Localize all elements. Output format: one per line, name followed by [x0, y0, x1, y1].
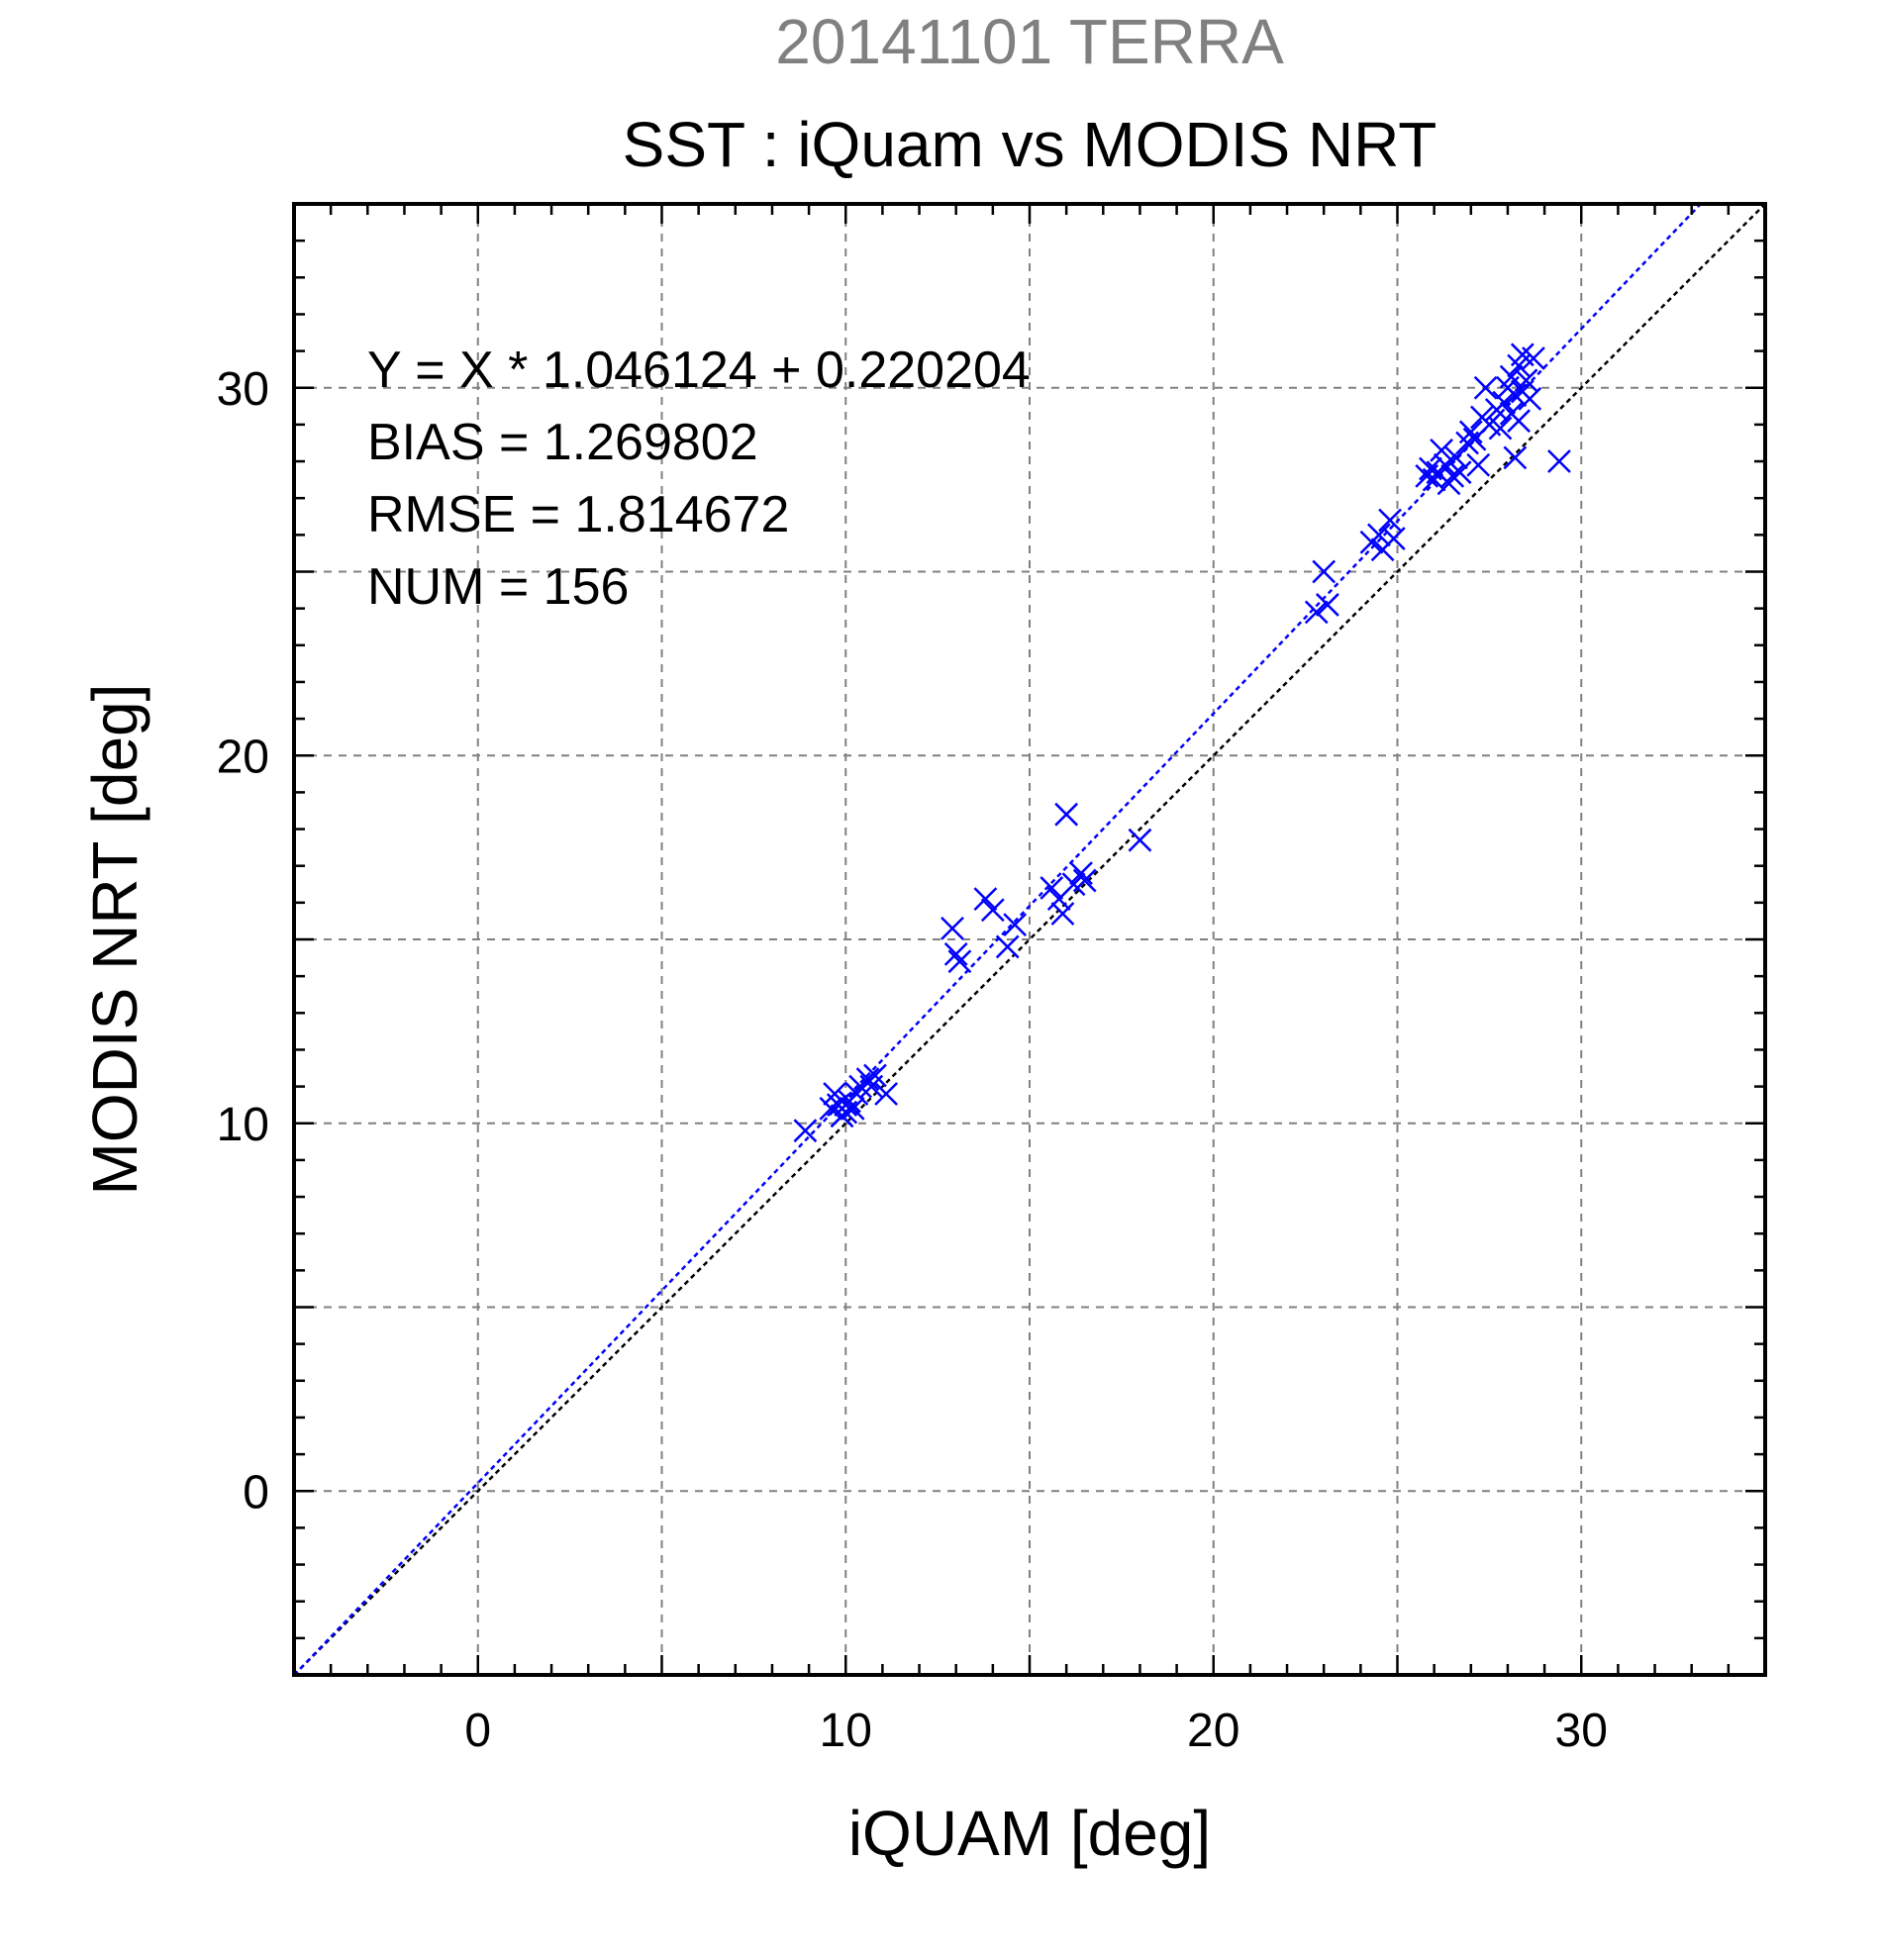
data-point	[1430, 439, 1453, 462]
data-point	[1458, 420, 1483, 444]
stats-line: BIAS = 1.269802	[367, 414, 758, 471]
data-point	[1433, 452, 1457, 477]
x-tick-label: 20	[1187, 1705, 1239, 1757]
data-point	[1367, 523, 1391, 547]
data-point	[819, 1097, 843, 1121]
data-point	[1422, 467, 1446, 492]
data-point	[1473, 375, 1498, 400]
data-point	[947, 949, 972, 974]
data-point	[1444, 445, 1468, 470]
chart-title: SST : iQuam vs MODIS NRT	[623, 109, 1437, 180]
stats-line: NUM = 156	[367, 558, 629, 616]
x-tick-label: 30	[1555, 1705, 1608, 1757]
data-point	[1440, 464, 1465, 488]
chart-supertitle: 20141101 TERRA	[775, 6, 1284, 77]
data-point	[1518, 387, 1542, 411]
data-point	[973, 887, 998, 912]
data-point	[863, 1063, 887, 1088]
data-point	[841, 1097, 865, 1121]
stats-line: Y = X * 1.046124 + 0.220204	[367, 342, 1031, 399]
data-point	[1522, 346, 1545, 370]
data-point	[1072, 868, 1097, 893]
data-point	[1316, 593, 1339, 617]
data-point	[874, 1082, 898, 1106]
data-point	[1514, 368, 1538, 393]
y-tick-label: 0	[243, 1466, 269, 1519]
plot-frame	[292, 202, 1767, 1677]
y-tick-label: 20	[217, 731, 269, 783]
data-point	[943, 941, 968, 966]
data-point	[1050, 902, 1075, 926]
data-point	[1304, 600, 1329, 625]
grid-lines	[294, 204, 1765, 1675]
data-point	[1378, 508, 1402, 533]
data-point	[1488, 416, 1513, 441]
stats-annotation: Y = X * 1.046124 + 0.220204 BIAS = 1.2698…	[367, 342, 1031, 616]
data-point	[1547, 449, 1571, 473]
stats-line: RMSE = 1.814672	[367, 486, 789, 543]
data-point	[1503, 445, 1528, 470]
data-point	[1040, 876, 1064, 900]
data-point	[1054, 802, 1079, 827]
data-point	[1003, 913, 1028, 937]
data-point	[995, 934, 1020, 959]
data-point	[1466, 452, 1491, 477]
tick-labels: 0 10 20 30 0 10 20 30	[217, 363, 1608, 1757]
data-point	[1381, 527, 1406, 550]
y-tick-label: 30	[217, 363, 269, 416]
data-point	[1499, 364, 1524, 389]
data-point	[940, 916, 964, 940]
data-point	[1503, 383, 1528, 408]
x-tick-label: 0	[464, 1705, 491, 1757]
data-point	[844, 1082, 869, 1106]
data-point	[1492, 390, 1517, 415]
data-point	[1312, 559, 1336, 584]
x-tick-label: 10	[820, 1705, 872, 1757]
data-point	[793, 1119, 818, 1143]
x-axis-label: iQUAM [deg]	[848, 1798, 1211, 1869]
y-tick-label: 10	[217, 1099, 269, 1151]
data-point	[1128, 828, 1152, 852]
data-point	[1447, 460, 1472, 485]
data-point	[1507, 409, 1531, 434]
data-point	[980, 898, 1005, 923]
data-point	[1069, 861, 1093, 886]
data-point	[855, 1067, 880, 1092]
data-points	[793, 343, 1571, 1143]
y-axis-label: MODIS NRT [deg]	[79, 684, 150, 1196]
